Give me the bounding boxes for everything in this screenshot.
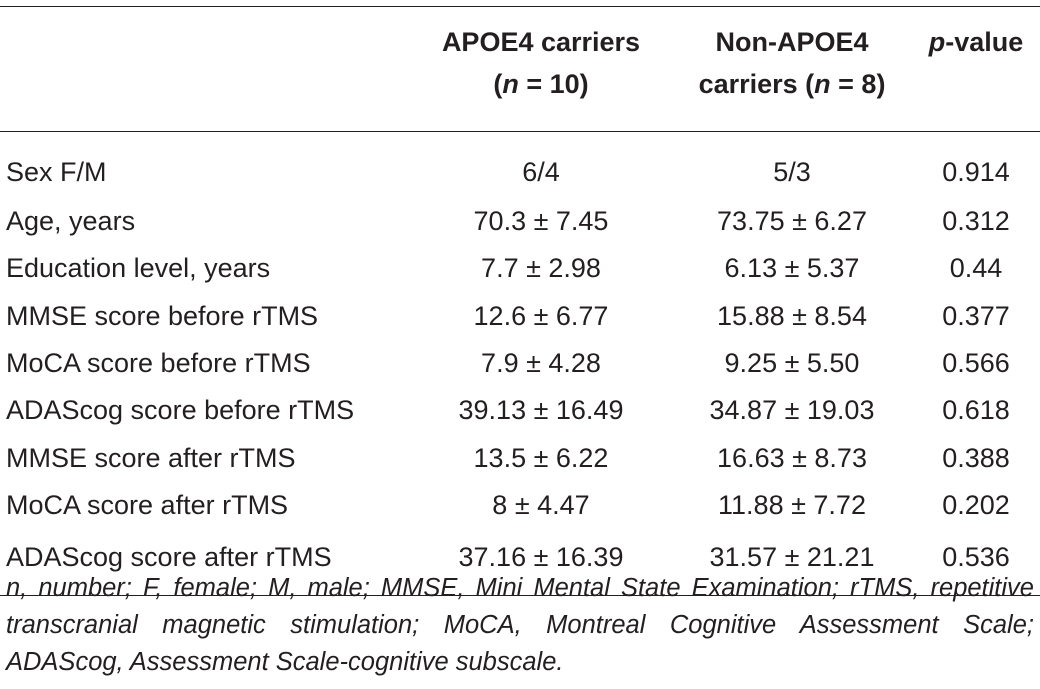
table-row: ADAScog score after rTMS 37.16 ± 16.39 3… bbox=[0, 529, 1040, 596]
non-apoe4-value: 31.57 ± 21.21 bbox=[709, 541, 875, 572]
header-value-text: -value bbox=[945, 27, 1024, 57]
header-empty-cell bbox=[0, 7, 410, 132]
row-label: Sex F/M bbox=[6, 156, 107, 187]
apoe4-value: 70.3 ± 7.45 bbox=[473, 206, 609, 237]
table-row: MMSE score after rTMS 13.5 ± 6.22 16.63 … bbox=[0, 434, 1040, 481]
header-non-apoe4-n: n bbox=[814, 69, 831, 99]
table-header-row: APOE4 carriers (n = 10) Non-APOE4 carrie… bbox=[0, 6, 1040, 132]
table-row: MoCA score before rTMS 7.9 ± 4.28 9.25 ±… bbox=[0, 340, 1040, 387]
header-non-apoe4-line1: Non-APOE4 bbox=[715, 27, 869, 57]
apoe4-value: 7.9 ± 4.28 bbox=[481, 348, 601, 379]
non-apoe4-value: 16.63 ± 8.73 bbox=[717, 442, 867, 473]
row-label: Age, years bbox=[6, 206, 136, 237]
non-apoe4-value: 6.13 ± 5.37 bbox=[724, 253, 860, 284]
row-label: ADAScog score after rTMS bbox=[6, 541, 332, 572]
table-row: Age, years 70.3 ± 7.45 73.75 ± 6.27 0.31… bbox=[0, 198, 1040, 245]
table-row: MoCA score after rTMS 8 ± 4.47 11.88 ± 7… bbox=[0, 482, 1040, 529]
apoe4-value: 37.16 ± 16.39 bbox=[458, 541, 624, 572]
row-label: ADAScog score before rTMS bbox=[6, 395, 355, 426]
non-apoe4-value: 5/3 bbox=[773, 156, 811, 187]
p-value: 0.202 bbox=[942, 489, 1010, 520]
header-apoe4-carriers: APOE4 carriers (n = 10) bbox=[410, 7, 672, 132]
non-apoe4-value: 15.88 ± 8.54 bbox=[717, 300, 867, 331]
row-label: MoCA score after rTMS bbox=[6, 489, 289, 520]
p-value: 0.566 bbox=[942, 348, 1010, 379]
header-non-apoe4-line2: carriers (n = 8) bbox=[672, 63, 912, 105]
header-apoe4-paren: ( bbox=[493, 69, 503, 99]
apoe4-value: 7.7 ± 2.98 bbox=[481, 253, 601, 284]
header-p-italic: p bbox=[928, 27, 946, 57]
p-value: 0.618 bbox=[942, 395, 1010, 426]
apoe4-value: 39.13 ± 16.49 bbox=[458, 395, 624, 426]
row-label: MMSE score after rTMS bbox=[6, 442, 296, 473]
table-footnote: n, number; F, female; M, male; MMSE, Min… bbox=[6, 574, 1034, 676]
table-row: ADAScog score before rTMS 39.13 ± 16.49 … bbox=[0, 387, 1040, 434]
apoe4-value: 8 ± 4.47 bbox=[492, 489, 590, 520]
table-row: MMSE score before rTMS 12.6 ± 6.77 15.88… bbox=[0, 293, 1040, 340]
demographics-table: APOE4 carriers (n = 10) Non-APOE4 carrie… bbox=[0, 6, 1040, 596]
p-value: 0.914 bbox=[942, 156, 1010, 187]
header-non-apoe4-count: = 8) bbox=[830, 69, 886, 99]
non-apoe4-value: 11.88 ± 7.72 bbox=[718, 489, 866, 520]
non-apoe4-value: 9.25 ± 5.50 bbox=[724, 348, 860, 379]
non-apoe4-value: 34.87 ± 19.03 bbox=[709, 395, 875, 426]
header-apoe4-count: = 10) bbox=[518, 69, 589, 99]
p-value: 0.536 bbox=[942, 541, 1010, 572]
header-non-apoe4-carriers-word: carriers ( bbox=[698, 69, 815, 99]
table-row: Sex F/M 6/4 5/3 0.914 bbox=[0, 132, 1040, 199]
table-row: Education level, years 7.7 ± 2.98 6.13 ±… bbox=[0, 245, 1040, 292]
table-body: Sex F/M 6/4 5/3 0.914 Age, years 70.3 ± … bbox=[0, 132, 1040, 596]
header-p-value: p-value bbox=[912, 7, 1040, 132]
p-value: 0.377 bbox=[942, 300, 1010, 331]
p-value: 0.388 bbox=[942, 442, 1010, 473]
apoe4-value: 6/4 bbox=[522, 156, 560, 187]
apoe4-value: 12.6 ± 6.77 bbox=[473, 300, 609, 331]
header-apoe4-line2: (n = 10) bbox=[410, 63, 672, 105]
p-value: 0.44 bbox=[949, 253, 1003, 284]
header-apoe4-line1: APOE4 carriers bbox=[441, 27, 641, 57]
p-value: 0.312 bbox=[942, 206, 1010, 237]
row-label: MoCA score before rTMS bbox=[6, 348, 311, 379]
header-apoe4-n: n bbox=[502, 69, 519, 99]
row-label: Education level, years bbox=[6, 253, 271, 284]
apoe4-value: 13.5 ± 6.22 bbox=[473, 442, 609, 473]
header-non-apoe4-carriers: Non-APOE4 carriers (n = 8) bbox=[672, 7, 912, 132]
row-label: MMSE score before rTMS bbox=[6, 300, 319, 331]
non-apoe4-value: 73.75 ± 6.27 bbox=[717, 206, 867, 237]
